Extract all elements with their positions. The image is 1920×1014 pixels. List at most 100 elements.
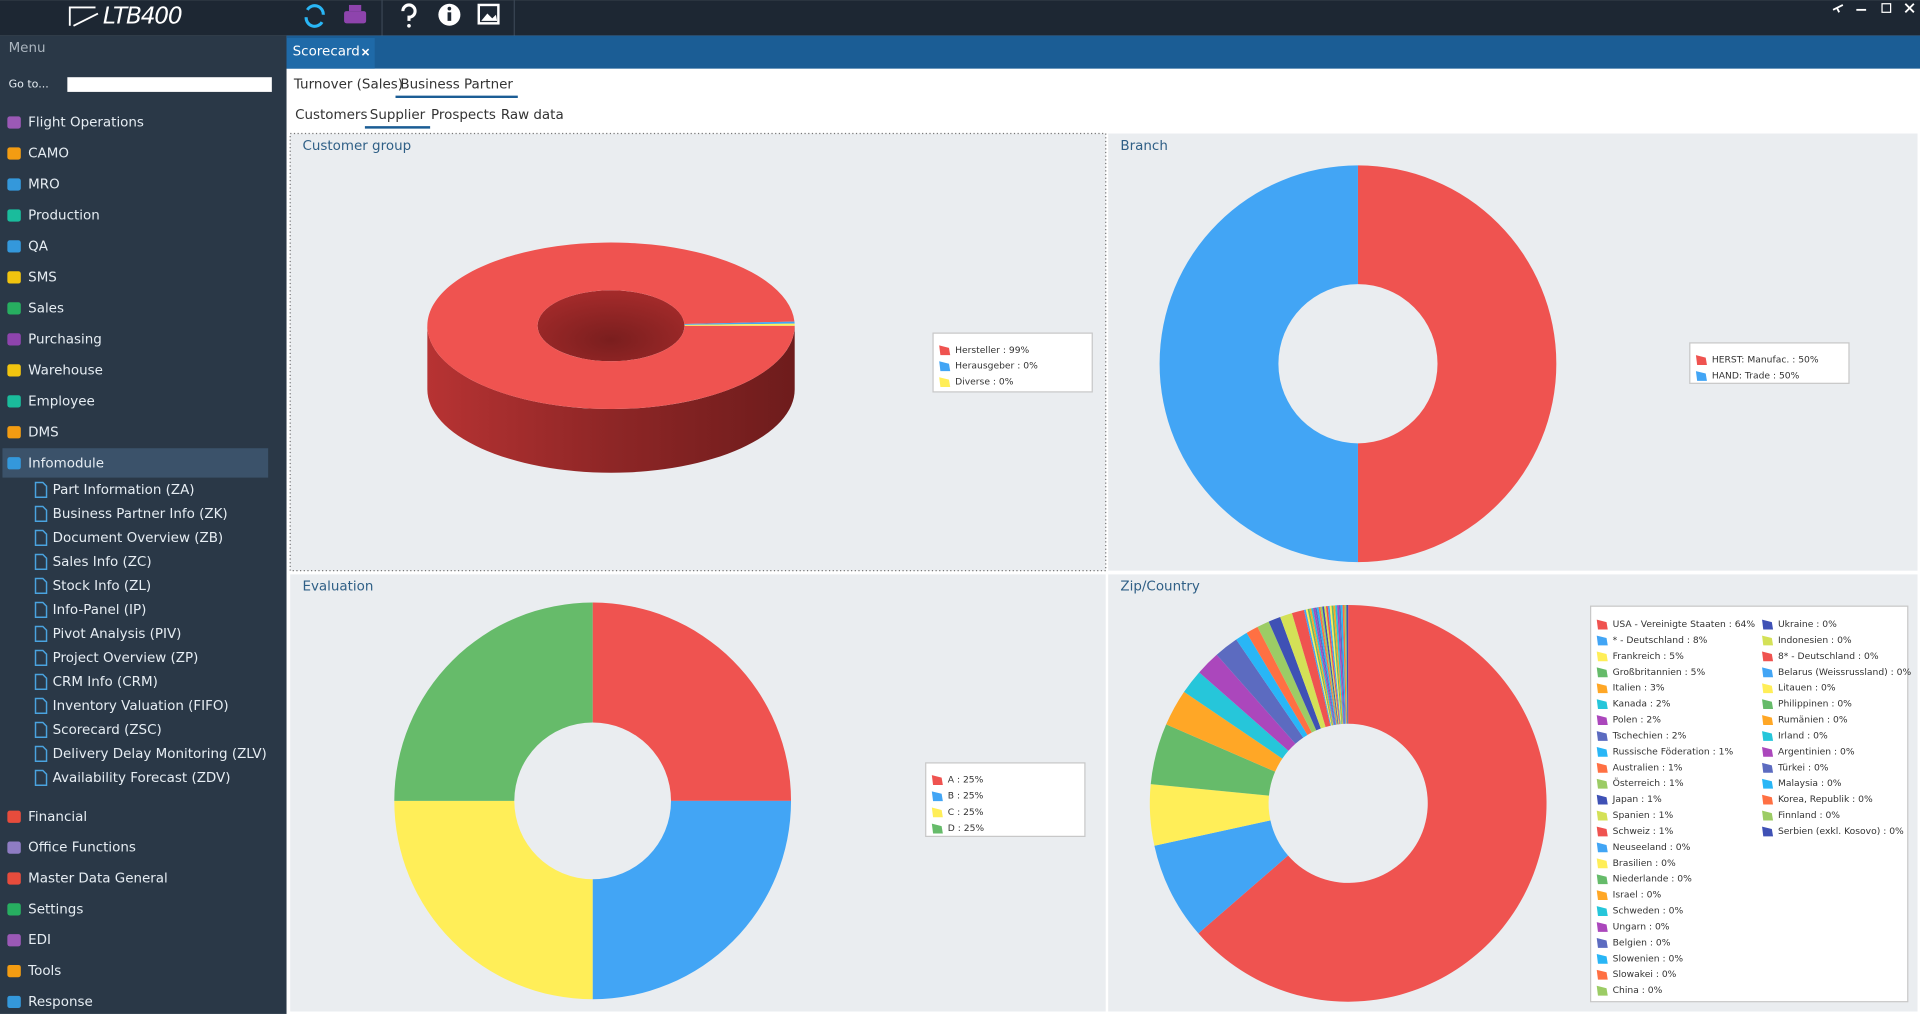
legend-swatch — [931, 775, 943, 785]
legend-label: A : 25% — [948, 775, 984, 786]
menu-item[interactable]: Purchasing — [28, 332, 102, 347]
pie-slice — [1246, 626, 1312, 735]
legend-swatch — [1596, 842, 1608, 853]
menu-item[interactable]: SMS — [28, 270, 57, 285]
pie-slice — [1149, 784, 1271, 846]
menu-item[interactable]: Response — [28, 995, 93, 1010]
doc-icon — [34, 625, 48, 642]
tab[interactable]: Business Partner — [400, 78, 513, 93]
tab[interactable]: Turnover (Sales) — [293, 78, 403, 93]
legend-box — [925, 762, 1086, 837]
legend-swatch — [1596, 762, 1608, 773]
legend-swatch — [1596, 794, 1608, 805]
menu-icon — [7, 178, 21, 191]
legend-swatch — [1596, 683, 1608, 694]
logo-mark — [68, 6, 99, 27]
menu-item[interactable]: Production — [28, 208, 100, 223]
menu-item[interactable]: MRO — [28, 177, 60, 192]
pie-slice — [592, 602, 792, 801]
legend-label: Brasilien : 0% — [1613, 858, 1676, 869]
chart-title: Customer group — [302, 139, 411, 154]
submenu-item[interactable]: Business Partner Info (ZK) — [53, 507, 228, 522]
legend-label: Belgien : 0% — [1613, 937, 1671, 948]
submenu-item[interactable]: Sales Info (ZC) — [53, 555, 152, 570]
tab-title: Scorecard — [293, 44, 360, 59]
pie-slice — [1342, 604, 1347, 724]
pie-slice — [1280, 613, 1326, 729]
menu-item[interactable]: Infomodule — [28, 456, 104, 471]
menu-item[interactable]: DMS — [28, 425, 59, 440]
submenu-item[interactable]: Availability Forecast (ZDV) — [53, 771, 231, 786]
submenu-item[interactable]: Stock Info (ZL) — [53, 579, 151, 594]
legend-label: Schweden : 0% — [1613, 906, 1684, 917]
subtab[interactable]: Supplier — [370, 108, 426, 123]
legend-label: Diverse : 0% — [955, 377, 1014, 388]
pie-slice — [1309, 608, 1334, 726]
image-icon[interactable] — [477, 3, 500, 25]
pie-slice — [592, 800, 792, 1000]
submenu-item[interactable]: Scorecard (ZSC) — [53, 723, 162, 738]
legend-label: Litauen : 0% — [1778, 683, 1836, 694]
restore-icon[interactable] — [1881, 3, 1892, 13]
pin-icon[interactable] — [1832, 4, 1844, 13]
menu-icon — [7, 240, 21, 253]
legend-label: Serbien (exkl. Kosovo) : 0% — [1778, 826, 1904, 837]
chart-title: Evaluation — [302, 580, 373, 595]
subtab[interactable]: Customers — [295, 108, 367, 123]
menu-item[interactable]: Financial — [28, 810, 87, 825]
tab-close[interactable] — [361, 48, 370, 56]
submenu-item[interactable]: Document Overview (ZB) — [53, 531, 224, 546]
refresh-icon[interactable] — [304, 4, 325, 28]
menu-item[interactable]: Tools — [27, 964, 61, 979]
legend-label: Türkei : 0% — [1777, 762, 1829, 773]
legend-label: Finnland : 0% — [1778, 810, 1840, 821]
pie-slice — [684, 323, 795, 326]
subtab[interactable]: Prospects — [431, 108, 496, 123]
legend-swatch — [1596, 906, 1608, 916]
menu-icon — [7, 271, 21, 284]
menu-item[interactable]: Master Data General — [28, 872, 168, 887]
close-icon[interactable] — [1904, 3, 1915, 13]
legend-swatch — [1596, 922, 1608, 932]
legend-swatch — [1596, 651, 1608, 662]
legend-swatch — [1596, 874, 1608, 885]
pie-slice — [1333, 605, 1343, 724]
pie-slice — [1154, 820, 1289, 934]
legend-swatch — [931, 823, 943, 834]
menu-item[interactable]: QA — [28, 239, 49, 254]
legend-swatch — [1596, 635, 1608, 646]
submenu-item[interactable]: Pivot Analysis (PIV) — [53, 627, 182, 642]
menu-item[interactable]: Sales — [28, 301, 64, 316]
pie-slice — [1344, 604, 1348, 724]
menu-item[interactable]: Employee — [28, 394, 95, 409]
menu-item[interactable]: CAMO — [28, 146, 69, 161]
submenu-item[interactable]: Info-Panel (IP) — [53, 603, 147, 618]
subtab[interactable]: Raw data — [501, 108, 564, 123]
submenu-item[interactable]: Inventory Valuation (FIFO) — [53, 699, 229, 714]
menu-item[interactable]: Warehouse — [28, 363, 103, 378]
pie-slice — [1316, 607, 1337, 725]
legend-swatch — [1596, 938, 1608, 948]
pie-slice — [1357, 165, 1557, 563]
menu-item[interactable]: Settings — [28, 902, 83, 917]
active-tab[interactable] — [286, 38, 375, 69]
submenu-item[interactable]: Delivery Delay Monitoring (ZLV) — [53, 747, 267, 762]
pie-slice — [1320, 606, 1338, 725]
submenu-item[interactable]: Part Information (ZA) — [53, 483, 195, 498]
legend-swatch — [1596, 778, 1608, 789]
top-bar — [0, 0, 1920, 36]
legend-label: USA - Vereinigte Staaten : 64% — [1613, 619, 1756, 630]
legend-label: HAND: Trade : 50% — [1712, 370, 1800, 381]
submenu-item[interactable]: Project Overview (ZP) — [53, 651, 199, 666]
menu-icon — [7, 147, 21, 160]
goto-input[interactable] — [67, 77, 272, 92]
menu-item[interactable]: Flight Operations — [28, 116, 144, 131]
pie-slice — [427, 242, 795, 410]
submenu-item[interactable]: CRM Info (CRM) — [53, 675, 158, 690]
help-icon[interactable] — [401, 3, 417, 21]
pie-slice — [1322, 606, 1339, 725]
menu-item[interactable]: EDI — [28, 933, 51, 948]
print-icon[interactable] — [344, 11, 367, 24]
menu-item[interactable]: Office Functions — [28, 841, 136, 856]
sidebar-title: Menu — [9, 41, 46, 56]
